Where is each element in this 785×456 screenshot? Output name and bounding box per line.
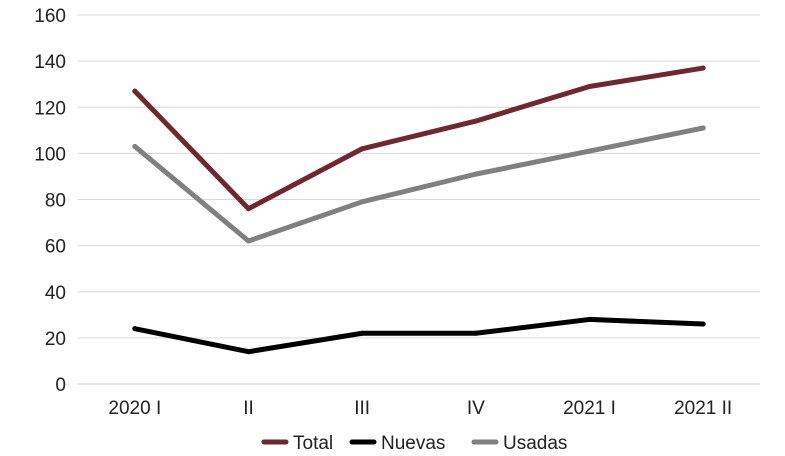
y-tick-label: 80 — [45, 191, 66, 212]
data-point-total — [473, 118, 479, 124]
data-point-usadas — [359, 199, 365, 205]
legend-item-total: Total — [261, 433, 333, 454]
x-tick-label: 2021 I — [563, 398, 616, 419]
y-tick-label: 60 — [45, 237, 66, 258]
series-line-total — [132, 65, 706, 212]
y-axis-ticks: 0 20 40 60 80 100 120 140 160 — [34, 6, 66, 396]
x-tick-label: III — [354, 398, 370, 419]
data-point-nuevas — [246, 349, 251, 355]
gridlines — [78, 14, 760, 385]
series-line-nuevas — [132, 316, 706, 355]
y-tick-label: 0 — [55, 375, 66, 396]
data-point-total — [700, 65, 706, 71]
x-tick-label: IV — [467, 398, 485, 419]
x-tick-label: 2020 I — [108, 398, 161, 419]
legend-label-nuevas: Nuevas — [381, 433, 445, 454]
y-tick-label: 120 — [34, 98, 66, 119]
data-point-usadas — [132, 143, 138, 149]
y-tick-label: 40 — [45, 283, 66, 304]
data-point-total — [359, 146, 365, 152]
data-point-nuevas — [587, 316, 592, 322]
data-point-total — [587, 83, 592, 89]
legend: Total Nuevas Usadas — [261, 433, 567, 454]
x-tick-label: II — [243, 398, 254, 419]
legend-label-usadas: Usadas — [503, 433, 567, 454]
y-tick-label: 140 — [34, 52, 66, 73]
legend-item-usadas: Usadas — [471, 433, 567, 454]
data-point-total — [246, 206, 251, 212]
data-point-usadas — [700, 125, 706, 131]
data-point-nuevas — [359, 330, 365, 336]
y-tick-label: 160 — [34, 6, 66, 27]
y-tick-label: 100 — [34, 144, 66, 165]
data-point-nuevas — [132, 326, 138, 332]
data-point-nuevas — [700, 321, 706, 327]
series-line-usadas — [132, 125, 706, 244]
data-point-total — [132, 88, 138, 94]
data-point-usadas — [587, 148, 592, 154]
y-tick-label: 20 — [45, 329, 66, 350]
legend-label-total: Total — [293, 433, 333, 454]
x-tick-label: 2021 II — [674, 398, 732, 419]
legend-item-nuevas: Nuevas — [349, 433, 445, 454]
data-point-usadas — [246, 238, 251, 244]
x-axis-ticks: 2020 I II III IV 2021 I 2021 II — [108, 398, 732, 419]
data-point-usadas — [473, 171, 479, 177]
data-point-nuevas — [473, 330, 479, 336]
series-lines — [132, 65, 706, 355]
